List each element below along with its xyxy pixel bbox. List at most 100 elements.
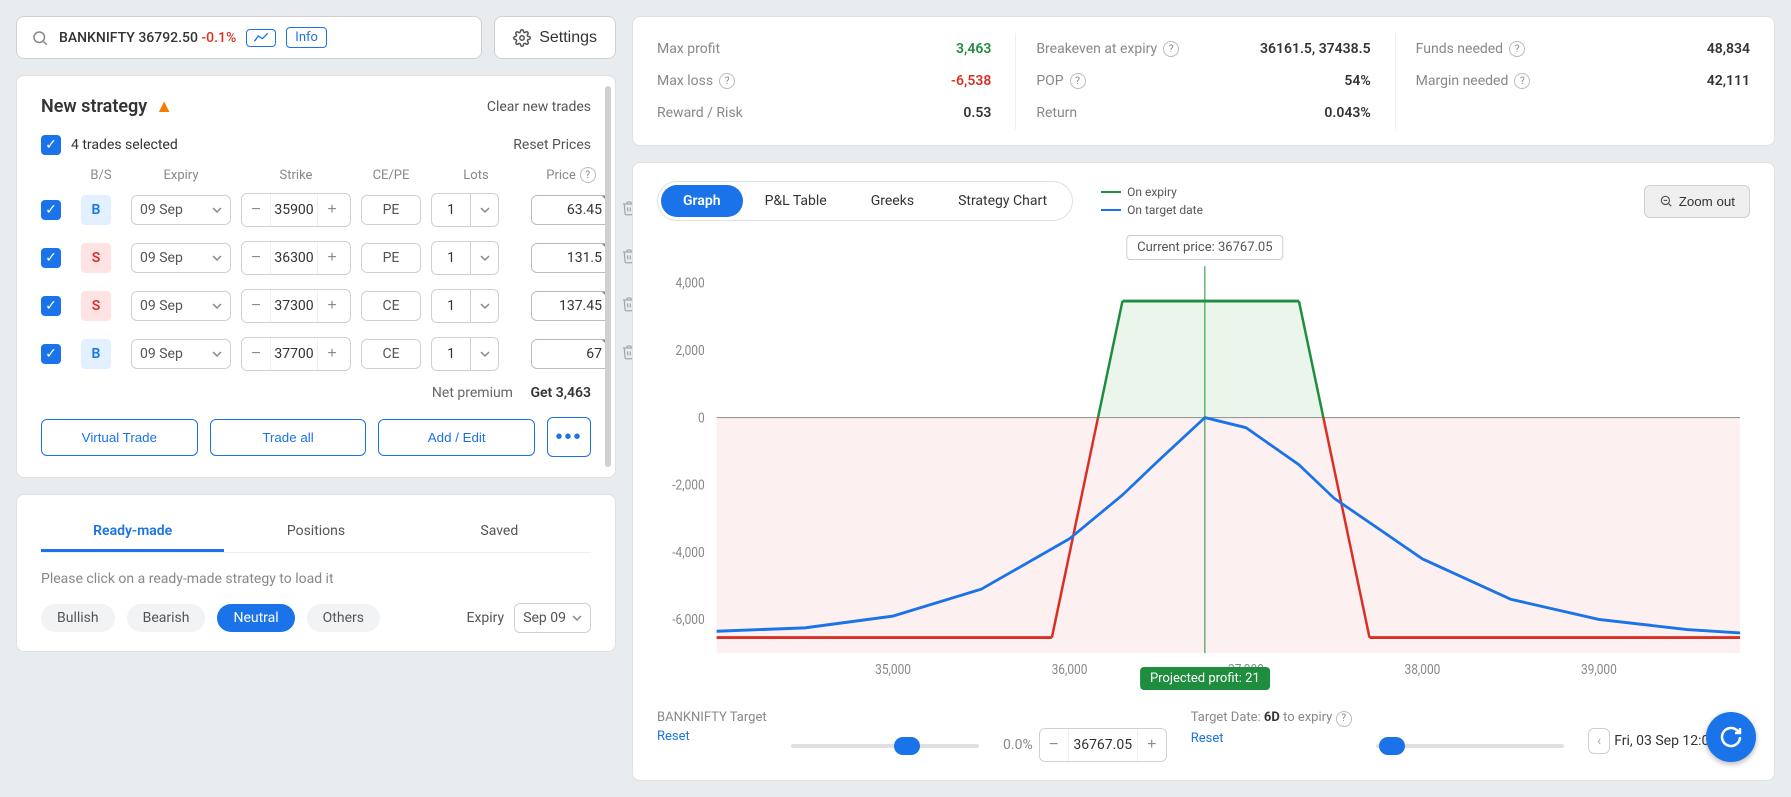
trade-all-button[interactable]: Trade all [210,419,367,456]
price-input[interactable]: 63.45 [531,195,611,225]
svg-text:-4,000: -4,000 [672,545,704,561]
chart-legend: On expiry On target date [1101,185,1203,217]
expiry-select[interactable]: 09 Sep [131,243,231,273]
cepe-select[interactable]: PE [361,195,421,225]
help-icon[interactable]: ? [580,167,596,183]
zoom-out-icon [1659,194,1673,208]
date-prev-button[interactable]: ‹ [1588,728,1610,754]
zoom-out-button[interactable]: Zoom out [1644,185,1750,218]
increment-button[interactable]: + [318,194,346,226]
strike-stepper[interactable]: −36300+ [241,241,351,275]
info-button[interactable]: Info [286,27,327,48]
clear-trades-button[interactable]: Clear new trades [487,99,591,115]
help-icon[interactable]: ? [1336,711,1352,727]
strategy-title: New strategy ▲ [41,96,173,117]
row-checkbox[interactable]: ✓ [41,248,61,268]
target-value-stepper[interactable]: − 36767.05 + [1039,728,1167,762]
chip-others[interactable]: Others [307,604,380,632]
cepe-select[interactable]: CE [361,339,421,369]
svg-text:36,000: 36,000 [1052,662,1088,678]
tab-saved[interactable]: Saved [408,513,591,552]
svg-text:38,000: 38,000 [1405,662,1441,678]
settings-button[interactable]: Settings [494,16,616,59]
price-input[interactable]: 131.5 [531,243,611,273]
svg-text:35,000: 35,000 [875,662,911,678]
price-input[interactable]: 137.45 [531,291,611,321]
bs-toggle[interactable]: S [81,291,111,321]
funds-label: Funds needed? [1416,41,1525,57]
svg-text:-2,000: -2,000 [672,478,704,494]
increment-button[interactable]: + [318,242,346,274]
strike-stepper[interactable]: −35900+ [241,193,351,227]
tab-graph[interactable]: Graph [661,185,743,217]
lots-stepper[interactable]: 1 [431,337,521,371]
decrement-button[interactable]: − [242,290,270,322]
symbol-search[interactable]: BANKNIFTY 36792.50 -0.1% Info [16,16,482,59]
breakeven-label: Breakeven at expiry? [1036,41,1179,57]
lots-stepper[interactable]: 1 [431,289,521,323]
expiry-select[interactable]: 09 Sep [131,195,231,225]
strategies-panel: Ready-made Positions Saved Please click … [16,494,616,652]
svg-text:2,000: 2,000 [676,343,705,359]
help-icon[interactable]: ? [1070,73,1086,89]
chart-tabs: Graph P&L Table Greeks Strategy Chart [657,181,1073,221]
row-checkbox[interactable]: ✓ [41,200,61,220]
bs-toggle[interactable]: S [81,243,111,273]
help-icon[interactable]: ? [1509,41,1525,57]
tab-readymade[interactable]: Ready-made [41,513,224,552]
increment-button[interactable]: + [1138,729,1166,761]
add-edit-button[interactable]: Add / Edit [378,419,535,456]
search-icon [31,29,49,47]
more-button[interactable]: ••• [547,417,591,457]
price-input[interactable]: 67 [531,339,611,369]
payoff-chart[interactable]: Current price: 36767.05 4,0002,0000-2,00… [657,231,1750,700]
bs-toggle[interactable]: B [81,195,111,225]
help-icon[interactable]: ? [1163,41,1179,57]
row-checkbox[interactable]: ✓ [41,344,61,364]
svg-text:39,000: 39,000 [1581,662,1617,678]
decrement-button[interactable]: − [1040,729,1068,761]
select-all-checkbox[interactable]: ✓ [41,135,61,155]
help-icon[interactable]: ? [1514,73,1530,89]
decrement-button[interactable]: − [242,338,270,370]
cepe-select[interactable]: CE [361,291,421,321]
chart-line-icon [253,32,269,44]
refresh-fab[interactable] [1706,712,1756,762]
chart-icon-button[interactable] [246,29,276,47]
max-loss-label: Max loss? [657,73,735,89]
increment-button[interactable]: + [318,290,346,322]
reward-risk-value: 0.53 [963,105,991,121]
decrement-button[interactable]: − [242,194,270,226]
strike-stepper[interactable]: −37300+ [241,289,351,323]
reset-date-button[interactable]: Reset [1191,731,1352,746]
net-premium-value: Get 3,463 [530,385,591,401]
target-slider[interactable] [791,734,979,758]
stats-panel: Max profit3,463 Max loss?-6,538 Reward /… [632,16,1775,146]
tab-greeks[interactable]: Greeks [849,185,936,217]
tab-strategy-chart[interactable]: Strategy Chart [936,185,1069,217]
expiry-select[interactable]: 09 Sep [131,291,231,321]
tab-positions[interactable]: Positions [224,513,407,552]
increment-button[interactable]: + [318,338,346,370]
chip-bearish[interactable]: Bearish [127,604,206,632]
decrement-button[interactable]: − [242,242,270,274]
max-profit-value: 3,463 [956,41,991,57]
virtual-trade-button[interactable]: Virtual Trade [41,419,198,456]
bs-toggle[interactable]: B [81,339,111,369]
help-icon[interactable]: ? [719,73,735,89]
tab-pnl[interactable]: P&L Table [743,185,849,217]
row-checkbox[interactable]: ✓ [41,296,61,316]
chip-neutral[interactable]: Neutral [217,604,294,632]
date-slider[interactable] [1376,734,1564,758]
cepe-select[interactable]: PE [361,243,421,273]
expiry-select[interactable]: 09 Sep [131,339,231,369]
max-loss-value: -6,538 [951,73,991,89]
reset-prices-button[interactable]: Reset Prices [513,137,591,153]
reset-target-button[interactable]: Reset [657,729,767,744]
lots-stepper[interactable]: 1 [431,193,521,227]
expiry-label: Expiry [467,610,505,626]
lots-stepper[interactable]: 1 [431,241,521,275]
expiry-select[interactable]: Sep 09 [514,603,591,633]
strike-stepper[interactable]: −37700+ [241,337,351,371]
chip-bullish[interactable]: Bullish [41,604,115,632]
